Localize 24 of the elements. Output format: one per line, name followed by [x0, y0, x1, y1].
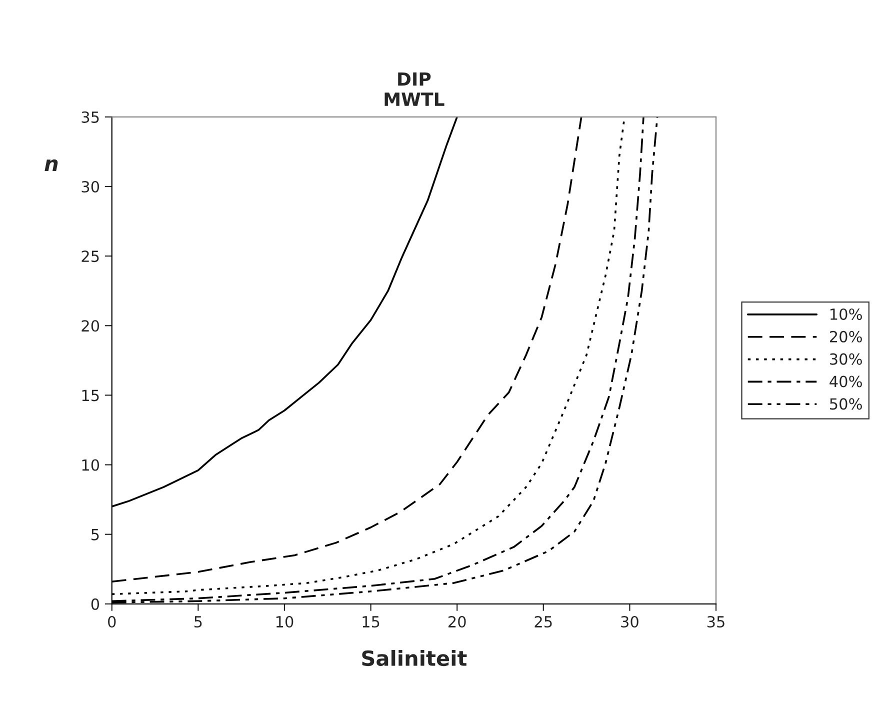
- x-tick-label: 15: [362, 616, 380, 628]
- x-axis-title: Saliniteit: [362, 650, 467, 666]
- legend-label: 20%: [830, 330, 862, 342]
- x-tick-label: 0: [108, 616, 116, 628]
- x-tick-label: 35: [707, 616, 724, 628]
- x-tick-label: 30: [621, 616, 638, 628]
- y-tick-label: 15: [82, 390, 99, 402]
- legend-label: 40%: [830, 376, 862, 388]
- y-tick-label: 0: [91, 598, 100, 610]
- y-tick-label: 5: [92, 529, 99, 540]
- legend-label: 50%: [830, 398, 862, 410]
- x-tick-label: 25: [534, 616, 552, 628]
- y-tick-label: 30: [82, 180, 100, 193]
- x-tick-label: 20: [448, 616, 466, 628]
- y-tick-label: 35: [82, 111, 99, 123]
- legend-label: 10%: [830, 308, 862, 320]
- y-axis-title: n: [44, 159, 58, 172]
- y-tick-label: 10: [82, 459, 100, 471]
- legend-label: 30%: [830, 353, 862, 365]
- x-tick-label: 5: [194, 616, 202, 628]
- chart-title: DIP MWTL: [384, 72, 444, 106]
- y-tick-label: 25: [82, 250, 99, 262]
- y-tick-label: 20: [82, 320, 100, 332]
- x-tick-label: 10: [276, 616, 294, 628]
